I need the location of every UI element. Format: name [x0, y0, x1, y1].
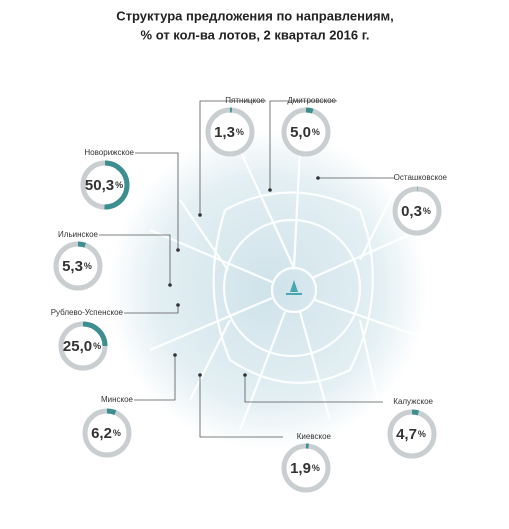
value-label: 1,3% — [214, 124, 244, 141]
connector-dot — [316, 176, 320, 180]
direction-label: Дмитровское — [287, 96, 336, 105]
connector-dot — [268, 188, 272, 192]
value-number: 1,9 — [290, 460, 311, 477]
value-label: 5,3% — [62, 258, 92, 275]
value-unit: % — [115, 180, 123, 190]
ring-arc — [281, 443, 331, 493]
value-number: 1,3 — [214, 124, 235, 141]
value-label: 5,0% — [290, 124, 320, 141]
connector — [199, 100, 266, 215]
ring-bg — [58, 321, 108, 371]
value-label: 1,9% — [290, 460, 320, 477]
direction-label: Минское — [101, 395, 134, 404]
connector — [244, 375, 383, 403]
ring-bg — [53, 241, 103, 291]
value-number: 25,0 — [63, 338, 92, 355]
value-label: 4,7% — [396, 426, 426, 443]
value-label: 50,3% — [85, 177, 123, 194]
ring-arc — [392, 186, 442, 236]
value-number: 0,3 — [401, 203, 422, 220]
value-label: 25,0% — [63, 338, 101, 355]
connector-dot — [176, 303, 180, 307]
ring-bg — [205, 107, 255, 157]
value-unit: % — [423, 206, 431, 216]
connector-dot — [176, 248, 180, 252]
value-unit: % — [84, 261, 92, 271]
ring-arc — [80, 160, 130, 210]
connector — [269, 100, 337, 190]
value-number: 5,3 — [62, 258, 83, 275]
value-unit: % — [418, 429, 426, 439]
connector-dot — [168, 283, 172, 287]
ring-arc — [58, 321, 108, 371]
value-label: 0,3% — [401, 203, 431, 220]
connector-dot — [198, 373, 202, 377]
connector — [99, 234, 171, 285]
value-number: 4,7 — [396, 426, 417, 443]
ring-arc — [205, 107, 255, 157]
ring-arc — [281, 107, 331, 157]
connector — [135, 152, 179, 250]
connector-dot — [198, 213, 202, 217]
connector — [134, 355, 176, 401]
direction-label: Рублево-Успенское — [51, 308, 124, 317]
value-unit: % — [236, 127, 244, 137]
direction-label: Киевское — [297, 432, 332, 441]
direction-label: Пятницкое — [225, 96, 265, 105]
ring-bg — [80, 160, 130, 210]
connector-dot — [243, 373, 247, 377]
value-label: 6,2% — [91, 425, 121, 442]
chart-title: Структура предложения по направлениям, — [116, 8, 394, 23]
map — [108, 130, 431, 450]
connector — [199, 375, 283, 438]
ring-arc — [82, 408, 132, 458]
ring-arc — [387, 409, 437, 459]
value-number: 5,0 — [290, 124, 311, 141]
ring-bg — [392, 186, 442, 236]
connector-dot — [173, 353, 177, 357]
value-unit: % — [312, 127, 320, 137]
ring-bg — [82, 408, 132, 458]
connector — [124, 305, 179, 314]
ring-arc — [53, 241, 103, 291]
value-number: 6,2 — [91, 425, 112, 442]
value-unit: % — [312, 463, 320, 473]
value-unit: % — [113, 428, 121, 438]
ring-bg — [281, 443, 331, 493]
chart-subtitle: % от кол-ва лотов, 2 квартал 2016 г. — [141, 27, 370, 42]
value-number: 50,3 — [85, 177, 114, 194]
ring-bg — [281, 107, 331, 157]
direction-label: Новорижское — [84, 148, 134, 157]
ring-bg — [387, 409, 437, 459]
direction-label: Осташковское — [394, 173, 448, 182]
direction-label: Калужское — [393, 397, 433, 406]
value-unit: % — [93, 341, 101, 351]
direction-label: Ильинское — [58, 230, 99, 239]
